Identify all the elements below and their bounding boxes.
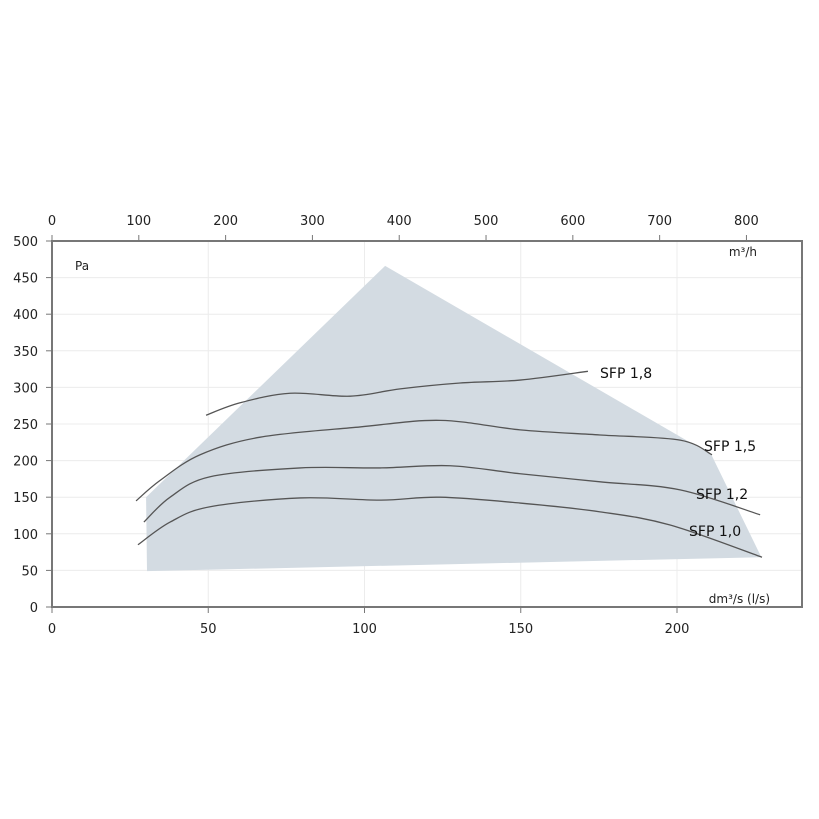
x2-tick-label: 300 xyxy=(300,214,325,229)
x-axis-label: dm³/s (l/s) xyxy=(709,592,770,606)
y-tick-label: 350 xyxy=(13,345,38,360)
x-tick-label: 150 xyxy=(508,622,533,637)
y-tick-label: 250 xyxy=(13,418,38,433)
x2-tick-label: 700 xyxy=(647,214,672,229)
operating-area xyxy=(146,265,762,572)
y-tick-label: 50 xyxy=(21,564,38,579)
x-tick-label: 0 xyxy=(48,622,56,637)
y-tick-label: 400 xyxy=(13,308,38,323)
series-line-sfp-1-5 xyxy=(135,419,713,502)
x2-tick-label: 600 xyxy=(560,214,585,229)
y-tick-label: 100 xyxy=(13,528,38,543)
x2-tick-label: 0 xyxy=(48,214,56,229)
series-line-sfp-1-8 xyxy=(205,370,589,416)
x2-axis-label: m³/h xyxy=(729,245,757,259)
x-tick-label: 200 xyxy=(665,622,690,637)
y-tick-label: 0 xyxy=(30,601,38,616)
x2-tick-label: 200 xyxy=(213,214,238,229)
y-axis-label: Pa xyxy=(75,259,89,273)
x-tick-label: 50 xyxy=(200,622,217,637)
series-label: SFP 1,0 xyxy=(689,524,741,540)
x2-tick-label: 500 xyxy=(474,214,499,229)
series-label: SFP 1,5 xyxy=(704,439,756,455)
x-tick-label: 100 xyxy=(352,622,377,637)
y-tick-label: 300 xyxy=(13,381,38,396)
y-tick-label: 200 xyxy=(13,455,38,470)
y-tick-label: 500 xyxy=(13,235,38,250)
x2-tick-label: 100 xyxy=(126,214,151,229)
y-tick-label: 450 xyxy=(13,272,38,287)
series-label: SFP 1,2 xyxy=(696,487,748,503)
x2-tick-label: 400 xyxy=(387,214,412,229)
series-label: SFP 1,8 xyxy=(600,366,652,382)
series-line-sfp-1-0 xyxy=(137,496,763,558)
series-line-sfp-1-2 xyxy=(143,464,761,523)
y-tick-label: 150 xyxy=(13,491,38,506)
x2-tick-label: 800 xyxy=(734,214,759,229)
